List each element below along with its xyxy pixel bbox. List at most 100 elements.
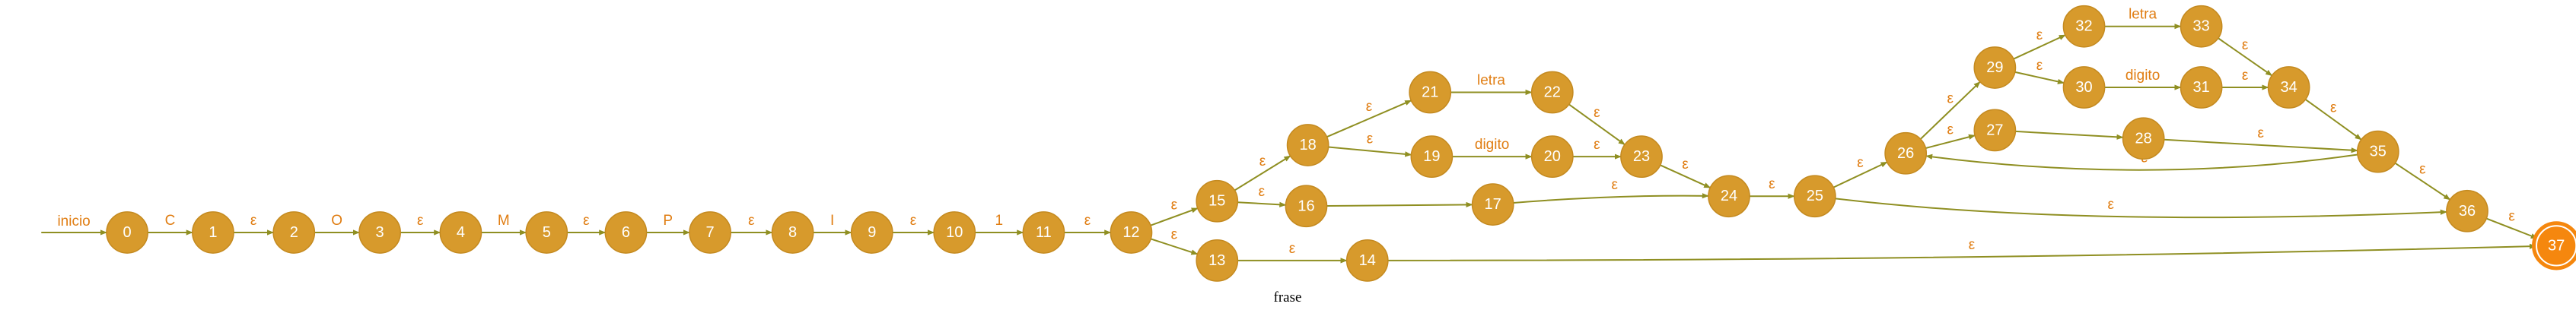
state-label: 22 bbox=[1544, 84, 1561, 101]
state-21: 21 bbox=[1409, 71, 1452, 114]
state-circle bbox=[1973, 46, 2017, 89]
transition-label-29-30: ε bbox=[2036, 58, 2043, 74]
state-label: 26 bbox=[1897, 145, 1914, 162]
state-24: 24 bbox=[1708, 175, 1750, 218]
transition-label-6-7: P bbox=[663, 213, 673, 229]
state-9: 9 bbox=[850, 211, 893, 254]
transition-label-26-27: ε bbox=[1947, 122, 1954, 138]
state-circle bbox=[850, 211, 893, 254]
state-label: 10 bbox=[946, 224, 963, 241]
state-label: 1 bbox=[209, 224, 217, 241]
transition-label-0-1: C bbox=[165, 213, 176, 229]
state-circle bbox=[2356, 130, 2399, 173]
state-label: 7 bbox=[706, 224, 715, 241]
transitions-layer bbox=[41, 24, 2538, 264]
transition-label-8-9: I bbox=[830, 213, 834, 229]
state-circle bbox=[1793, 175, 1836, 218]
transition-33-34 bbox=[2218, 37, 2273, 77]
start-label: inicio bbox=[57, 214, 90, 229]
transition-label-2-3: O bbox=[331, 213, 342, 229]
state-label: 34 bbox=[2280, 79, 2297, 96]
transition-label-10-11: 1 bbox=[995, 213, 1004, 229]
state-34: 34 bbox=[2267, 66, 2310, 109]
transition-28-35 bbox=[2164, 138, 2358, 153]
state-7: 7 bbox=[689, 211, 731, 254]
state-circle bbox=[1530, 71, 1574, 114]
state-label: 19 bbox=[1423, 148, 1440, 165]
transition-label-18-19: ε bbox=[1367, 131, 1374, 147]
transition-label-26-29: ε bbox=[1947, 90, 1954, 106]
transition-label-1-2: ε bbox=[250, 213, 257, 229]
transition-34-35 bbox=[2305, 99, 2362, 141]
state-label: 24 bbox=[1721, 188, 1737, 204]
state-1: 1 bbox=[192, 211, 234, 254]
state-circle bbox=[2122, 117, 2165, 160]
state-label: 2 bbox=[290, 224, 298, 241]
transition-label-25-26: ε bbox=[1857, 155, 1864, 171]
state-circle bbox=[2267, 66, 2310, 109]
state-33: 33 bbox=[2180, 5, 2223, 48]
state-label: 31 bbox=[2192, 79, 2209, 96]
state-25: 25 bbox=[1793, 175, 1836, 218]
transition-35-36 bbox=[2394, 162, 2451, 201]
state-circle bbox=[1285, 185, 1328, 228]
transition-label-12-13: ε bbox=[1171, 226, 1178, 242]
state-19: 19 bbox=[1410, 135, 1454, 179]
state-22: 22 bbox=[1530, 71, 1574, 114]
state-28: 28 bbox=[2122, 117, 2165, 160]
state-0: 0 bbox=[106, 211, 148, 254]
state-label: 21 bbox=[1422, 84, 1438, 101]
transition-12-15 bbox=[1150, 207, 1199, 226]
state-circle bbox=[1409, 71, 1452, 114]
state-circle bbox=[1973, 109, 2017, 152]
transition-29-32 bbox=[2013, 34, 2066, 60]
state-label: 9 bbox=[868, 224, 876, 241]
state-20: 20 bbox=[1530, 135, 1574, 179]
state-label: 3 bbox=[376, 224, 384, 241]
state-31: 31 bbox=[2180, 66, 2223, 109]
transition-label-33-34: ε bbox=[2242, 37, 2249, 53]
state-label: 14 bbox=[1359, 252, 1376, 269]
state-circle bbox=[689, 211, 731, 254]
state-label: 8 bbox=[788, 224, 797, 241]
transition-label-11-12: ε bbox=[1084, 213, 1091, 229]
transition-label-23-24: ε bbox=[1682, 157, 1689, 172]
state-circle bbox=[1022, 211, 1065, 254]
state-15: 15 bbox=[1196, 179, 1239, 223]
transition-label-20-23: ε bbox=[1594, 137, 1600, 153]
transition-26-27 bbox=[1925, 134, 1976, 149]
state-circle bbox=[933, 211, 976, 254]
transition-label-3-4: ε bbox=[417, 213, 424, 229]
state-label: 32 bbox=[2075, 18, 2092, 35]
transition-label-25-36: ε bbox=[2108, 197, 2115, 213]
state-circle bbox=[771, 211, 814, 254]
transition-23-24 bbox=[1660, 164, 1711, 188]
transition-label-32-33: letra bbox=[2129, 7, 2157, 23]
state-label: 11 bbox=[1036, 224, 1052, 241]
state-circle bbox=[272, 211, 316, 254]
state-circle bbox=[1530, 135, 1574, 179]
state-label: 35 bbox=[2370, 144, 2387, 160]
state-circle bbox=[2180, 5, 2223, 48]
transition-label-21-22: letra bbox=[1477, 73, 1505, 89]
transition-label-15-18: ε bbox=[1259, 153, 1266, 169]
state-37: 37 bbox=[2532, 221, 2576, 270]
transition-36-37 bbox=[2485, 217, 2538, 239]
state-label: 37 bbox=[2548, 237, 2565, 254]
state-circle bbox=[358, 211, 401, 254]
state-label: 25 bbox=[1807, 188, 1823, 204]
transition-22-23 bbox=[1568, 103, 1626, 146]
transition-label-17-24: ε bbox=[1611, 177, 1618, 193]
state-23: 23 bbox=[1620, 135, 1663, 179]
transition-15-18 bbox=[1234, 155, 1291, 191]
state-label: 28 bbox=[2135, 130, 2152, 147]
state-label: 27 bbox=[1986, 122, 2003, 138]
transition-label-35-36: ε bbox=[2419, 162, 2426, 178]
state-label: 18 bbox=[1300, 137, 1317, 153]
state-6: 6 bbox=[604, 211, 648, 254]
transition-18-21 bbox=[1326, 100, 1412, 138]
state-label: 29 bbox=[1986, 59, 2003, 76]
state-circle bbox=[2536, 225, 2576, 267]
state-label: 17 bbox=[1485, 196, 1501, 213]
